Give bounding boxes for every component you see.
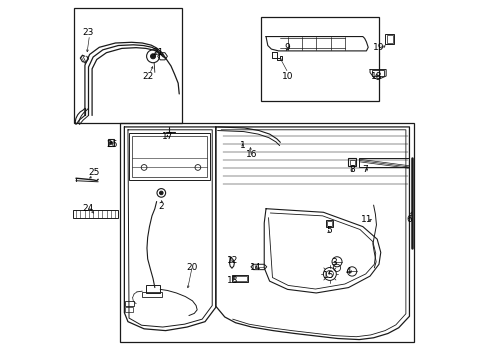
Circle shape [109, 141, 112, 144]
Text: 3: 3 [330, 258, 336, 267]
Text: 4: 4 [345, 267, 350, 276]
Text: 2: 2 [158, 202, 164, 211]
Bar [142, 292, 162, 297]
Bar [386, 35, 392, 42]
Bar [371, 69, 384, 76]
Bar [125, 307, 133, 312]
Text: 25: 25 [88, 168, 100, 177]
Bar [231, 275, 247, 282]
Bar [349, 159, 354, 165]
Bar [233, 276, 246, 281]
Bar [107, 139, 114, 146]
Text: 14: 14 [249, 264, 261, 273]
Bar [74, 8, 182, 123]
Text: 5: 5 [325, 226, 331, 235]
Text: 12: 12 [226, 256, 238, 265]
Bar [385, 34, 394, 44]
Text: 18: 18 [370, 72, 382, 81]
Text: 17: 17 [162, 132, 173, 141]
Text: 20: 20 [186, 264, 197, 273]
Text: 16: 16 [245, 150, 257, 159]
Text: 22: 22 [142, 72, 154, 81]
Bar [73, 210, 118, 218]
Text: 10: 10 [281, 72, 293, 81]
Bar [348, 158, 355, 166]
Text: 6: 6 [406, 215, 411, 224]
Bar [145, 285, 160, 293]
Bar [120, 123, 413, 342]
Bar [325, 220, 332, 226]
Bar [129, 134, 209, 180]
Text: 23: 23 [82, 28, 94, 37]
Bar [131, 136, 206, 177]
Text: 9: 9 [284, 43, 289, 52]
Bar [260, 17, 378, 101]
Text: 7: 7 [361, 165, 367, 174]
Text: 21: 21 [152, 48, 163, 57]
Text: 15: 15 [323, 270, 334, 279]
Text: 8: 8 [348, 165, 354, 174]
Text: 1: 1 [239, 141, 245, 150]
Circle shape [159, 191, 163, 195]
Text: 19: 19 [372, 43, 384, 52]
Bar [125, 301, 134, 306]
Text: 13: 13 [226, 276, 238, 285]
Bar [359, 158, 408, 167]
Circle shape [150, 54, 155, 59]
Text: 11: 11 [360, 215, 371, 224]
Text: 26: 26 [106, 140, 117, 149]
Bar [326, 221, 331, 226]
Text: 24: 24 [82, 204, 93, 213]
